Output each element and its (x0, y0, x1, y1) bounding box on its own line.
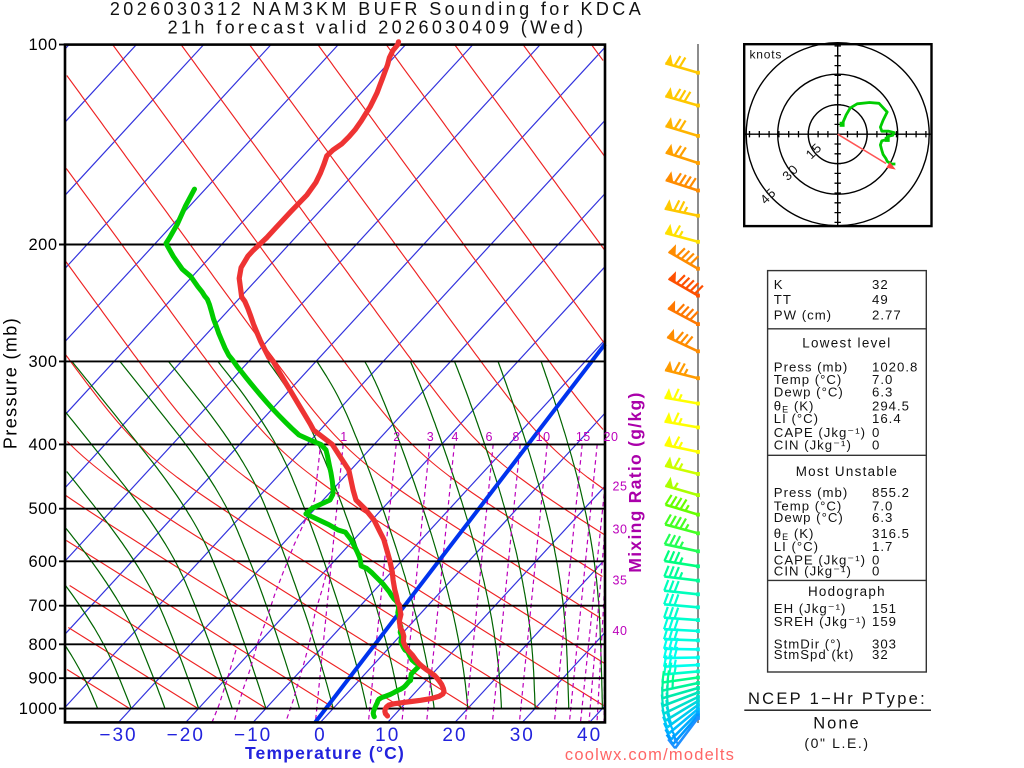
svg-text:294.5: 294.5 (872, 399, 910, 414)
svg-text:PW (cm): PW (cm) (774, 308, 832, 323)
svg-text:0: 0 (872, 425, 880, 440)
svg-text:0: 0 (872, 552, 880, 567)
svg-text:Press (mb): Press (mb) (774, 359, 848, 374)
svg-text:303: 303 (872, 637, 897, 652)
svg-text:400: 400 (28, 436, 57, 454)
svg-text:8: 8 (512, 430, 519, 444)
svg-text:TT: TT (774, 292, 792, 307)
svg-text:3: 3 (427, 430, 434, 444)
svg-text:Press (mb): Press (mb) (774, 485, 848, 500)
svg-text:35: 35 (613, 574, 628, 588)
svg-text:32: 32 (872, 647, 889, 662)
svg-text:coolwx.com/modelts: coolwx.com/modelts (565, 746, 735, 764)
svg-text:1020.8: 1020.8 (872, 359, 918, 374)
svg-text:0: 0 (872, 438, 880, 453)
svg-text:100: 100 (28, 36, 57, 54)
svg-text:32: 32 (872, 277, 889, 292)
svg-text:6.3: 6.3 (872, 510, 893, 525)
svg-text:0: 0 (872, 564, 880, 579)
svg-text:StmDir (°): StmDir (°) (774, 637, 842, 652)
svg-text:30: 30 (510, 725, 535, 746)
svg-text:7.0: 7.0 (872, 499, 893, 514)
svg-text:LI (°C): LI (°C) (774, 539, 819, 554)
svg-text:2026030312 NAM3KM BUFR Soundin: 2026030312 NAM3KM BUFR Sounding for KDCA (110, 0, 644, 19)
svg-text:CIN (Jkg⁻¹): CIN (Jkg⁻¹) (774, 564, 852, 579)
svg-text:4: 4 (451, 430, 458, 444)
svg-text:1: 1 (340, 430, 347, 444)
svg-text:−20: −20 (167, 725, 205, 746)
svg-text:0: 0 (314, 725, 327, 746)
svg-text:316.5: 316.5 (872, 526, 910, 541)
svg-text:Dewp (°C): Dewp (°C) (774, 385, 844, 400)
svg-text:159: 159 (872, 614, 897, 629)
svg-text:CAPE (Jkg⁻¹): CAPE (Jkg⁻¹) (774, 552, 866, 567)
svg-text:2: 2 (393, 430, 400, 444)
svg-text:49: 49 (872, 292, 889, 307)
svg-text:40: 40 (613, 624, 628, 638)
svg-text:30: 30 (613, 523, 628, 537)
svg-text:Temp (°C): Temp (°C) (774, 499, 843, 514)
svg-text:Temp (°C): Temp (°C) (774, 372, 843, 387)
svg-text:NCEP 1−Hr PType:: NCEP 1−Hr PType: (748, 690, 927, 708)
svg-text:Most Unstable: Most Unstable (796, 464, 899, 479)
svg-text:16.4: 16.4 (872, 411, 902, 426)
svg-text:CAPE (Jkg⁻¹): CAPE (Jkg⁻¹) (774, 425, 866, 440)
svg-text:6.3: 6.3 (872, 385, 893, 400)
svg-text:2.77: 2.77 (872, 308, 902, 323)
svg-text:10: 10 (536, 430, 551, 444)
svg-text:151: 151 (872, 601, 897, 616)
svg-text:20: 20 (442, 725, 467, 746)
svg-text:(0" L.E.): (0" L.E.) (804, 735, 869, 751)
svg-text:EH (Jkg⁻¹): EH (Jkg⁻¹) (774, 601, 847, 616)
svg-text:None: None (813, 715, 860, 733)
svg-text:500: 500 (28, 500, 57, 518)
svg-text:1000: 1000 (19, 700, 58, 718)
svg-text:−30: −30 (99, 725, 137, 746)
svg-text:−10: −10 (234, 725, 272, 746)
svg-text:SREH (Jkg⁻¹): SREH (Jkg⁻¹) (774, 614, 867, 629)
svg-text:700: 700 (28, 597, 57, 615)
svg-text:Pressure (mb): Pressure (mb) (1, 317, 21, 449)
svg-text:CIN (Jkg⁻¹): CIN (Jkg⁻¹) (774, 438, 852, 453)
svg-text:20: 20 (604, 430, 619, 444)
svg-text:Hodograph: Hodograph (808, 584, 886, 599)
svg-text:1.7: 1.7 (872, 539, 893, 554)
svg-text:knots: knots (750, 48, 783, 62)
svg-text:15: 15 (576, 430, 591, 444)
svg-text:Mixing Ratio (g/kg): Mixing Ratio (g/kg) (625, 391, 645, 572)
svg-text:600: 600 (28, 553, 57, 571)
svg-text:StmSpd (kt): StmSpd (kt) (774, 647, 855, 662)
svg-text:200: 200 (28, 236, 57, 254)
svg-text:Dewp (°C): Dewp (°C) (774, 510, 844, 525)
svg-text:855.2: 855.2 (872, 485, 910, 500)
svg-text:Lowest level: Lowest level (802, 336, 891, 351)
svg-text:7.0: 7.0 (872, 372, 893, 387)
svg-text:LI (°C): LI (°C) (774, 411, 819, 426)
svg-text:K: K (774, 277, 784, 292)
svg-text:900: 900 (28, 670, 57, 688)
svg-text:300: 300 (28, 353, 57, 371)
svg-text:10: 10 (375, 725, 400, 746)
svg-text:25: 25 (613, 480, 628, 494)
svg-text:40: 40 (577, 725, 602, 746)
svg-text:Temperature (°C): Temperature (°C) (245, 743, 405, 763)
svg-text:800: 800 (28, 636, 57, 654)
svg-text:21h forecast valid 2026030409: 21h forecast valid 2026030409 (Wed) (168, 18, 587, 38)
svg-text:6: 6 (485, 430, 492, 444)
